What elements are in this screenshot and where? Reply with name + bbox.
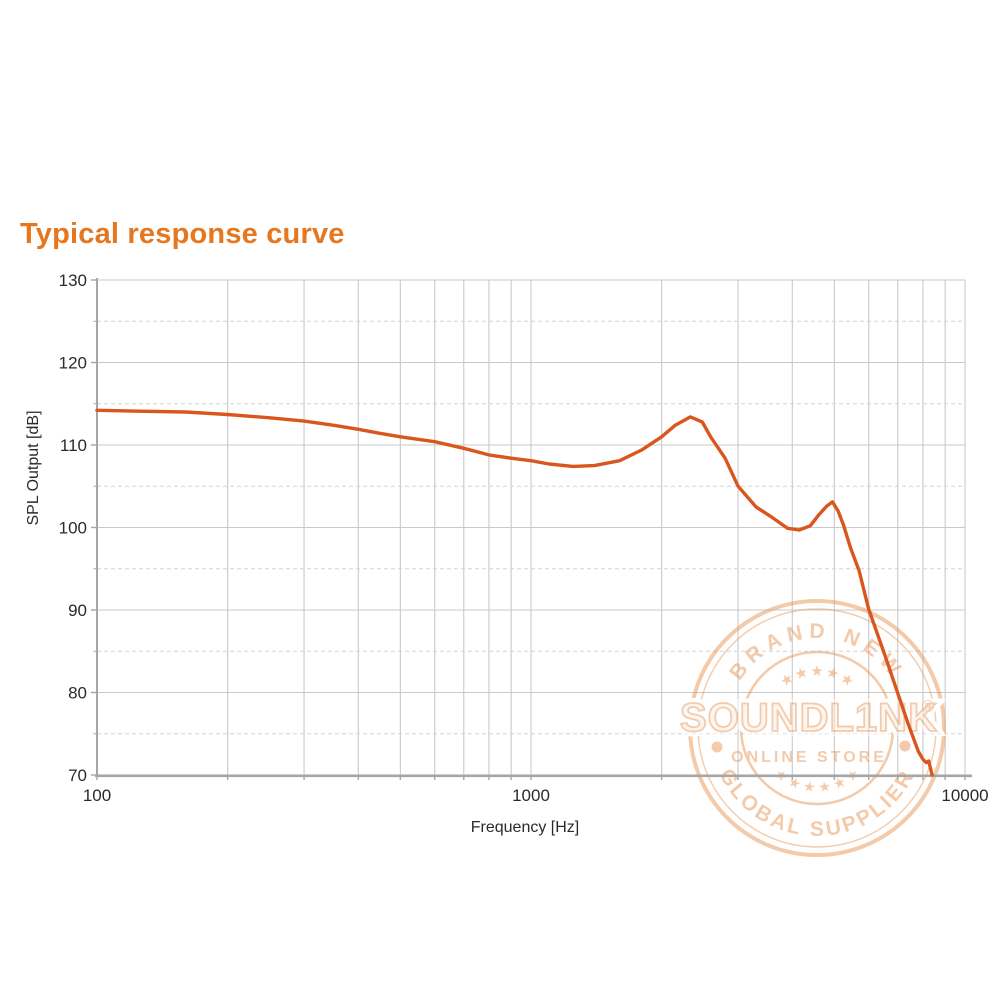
- response-curve: [95, 408, 934, 777]
- stamp-star-icon: ★: [824, 663, 842, 684]
- stamp-star-icon: ★: [802, 779, 817, 796]
- stamp-star-icon: ★: [785, 774, 803, 794]
- stamp-left-dot: [711, 741, 723, 753]
- y-axis-title: SPL Output [dB]: [25, 410, 42, 525]
- stamp-star-icon: ★: [792, 663, 810, 684]
- stamp-star-icon: ★: [810, 662, 823, 680]
- y-tick-label: 80: [68, 684, 87, 703]
- y-tick-label: 90: [68, 601, 87, 620]
- stamp-outer-ring-inner-line: [697, 608, 937, 848]
- stamp-registered-mark: ®: [922, 697, 935, 716]
- stamp-subtitle-text: ONLINE STORE: [731, 749, 887, 766]
- stamp-inner-ring: [739, 650, 895, 806]
- x-tick-label: 100: [83, 786, 111, 805]
- page-title: Typical response curve: [20, 218, 345, 250]
- stamp-star-icon: ★: [831, 774, 849, 794]
- y-tick-label: 120: [59, 354, 87, 373]
- stamp-star-icon: ★: [817, 779, 832, 796]
- stamp-brand-underlay: SOUNDL1NK: [680, 696, 938, 740]
- x-axis-title: Frequency [Hz]: [471, 819, 579, 836]
- stamp-outer-ring: [688, 599, 946, 857]
- x-tick-label: 10000: [941, 786, 988, 805]
- y-tick-label: 70: [68, 766, 87, 785]
- y-tick-label: 100: [59, 519, 87, 538]
- x-tick-label: 1000: [512, 786, 550, 805]
- y-tick-label: 130: [59, 271, 87, 290]
- stamp-right-dot: [899, 740, 911, 752]
- y-tick-label: 110: [60, 436, 87, 455]
- stamp-brand-text: SOUNDL1NK: [680, 696, 938, 740]
